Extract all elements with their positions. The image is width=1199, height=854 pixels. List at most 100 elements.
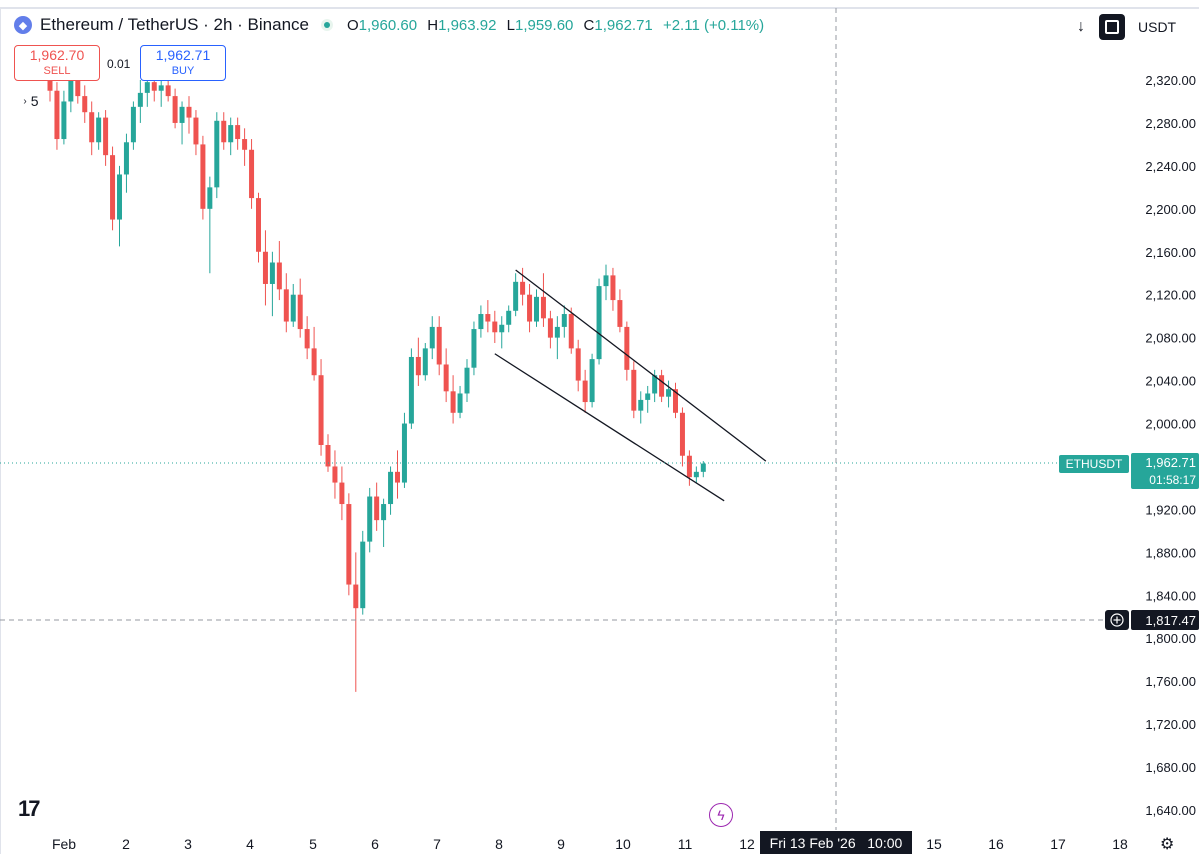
symbol-title[interactable]: Ethereum / TetherUS · 2h · Binance (40, 15, 309, 34)
x-tick-label: 8 (495, 836, 503, 852)
last-price-badge-bg (1131, 453, 1199, 489)
candle-body (582, 380, 588, 403)
candle (554, 316, 560, 360)
add-alert-button[interactable] (1105, 610, 1129, 630)
indicator-count: 5 (30, 93, 39, 109)
candle (527, 283, 533, 333)
y-tick-label: 1,920.00 (1145, 502, 1196, 517)
candle (624, 321, 630, 381)
sell-button[interactable]: 1,962.70 SELL (14, 45, 100, 81)
candle-body (568, 314, 574, 349)
candle (256, 192, 261, 263)
plus-circle-icon (1110, 613, 1124, 627)
candle (283, 273, 289, 333)
y-tick-label: 2,280.00 (1145, 116, 1196, 131)
candle (235, 117, 241, 150)
candle (589, 353, 595, 408)
candle-body (346, 504, 352, 585)
candle (499, 316, 505, 349)
candle (304, 316, 310, 360)
x-tick-label: 15 (926, 836, 942, 852)
candle-body (297, 294, 303, 330)
candle-body (478, 314, 484, 330)
candle-body (276, 262, 282, 290)
candle (130, 101, 136, 150)
last-price-badge: 1,962.71 (1145, 455, 1196, 470)
download-button[interactable]: ↓ (1070, 14, 1092, 40)
candle-body (686, 455, 692, 478)
candle (582, 369, 588, 413)
candle-body (304, 329, 310, 349)
gear-icon[interactable]: ⚙ (1160, 836, 1175, 853)
candle (374, 482, 380, 531)
candle-body (137, 92, 143, 107)
candle-body (117, 174, 122, 220)
spread-value: 0.01 (107, 57, 131, 71)
channel-line-lower[interactable] (494, 353, 725, 502)
y-tick-label: 1,760.00 (1145, 674, 1196, 689)
crosshair-price-badge-bg (1131, 610, 1199, 630)
currency-select[interactable]: USDT (1132, 14, 1199, 40)
candle-body (235, 125, 241, 140)
sell-price: 1,962.70 (29, 47, 85, 63)
candle (429, 316, 435, 360)
tradingview-logo-icon[interactable]: 17 (18, 796, 41, 821)
symbol-badge-bg (1059, 455, 1129, 473)
candle (568, 307, 574, 354)
candle-body (68, 74, 74, 102)
candle (200, 135, 206, 220)
candle (360, 530, 366, 615)
candle-body (401, 423, 407, 483)
candle (137, 80, 143, 123)
candle-body (638, 399, 644, 411)
candle (540, 273, 546, 327)
indicators-toggle[interactable]: › 5 (14, 90, 48, 112)
y-tick-label: 2,080.00 (1145, 331, 1196, 346)
y-tick-label: 2,120.00 (1145, 288, 1196, 303)
x-tick-label: 6 (371, 836, 379, 852)
chevron-down-icon: › (23, 95, 27, 107)
candle-body (547, 318, 553, 338)
candle-body (158, 85, 164, 91)
candle (603, 264, 609, 301)
candle-body (360, 541, 366, 609)
candle-body (540, 296, 546, 319)
channel-line-upper[interactable] (515, 269, 767, 462)
market-status-icon[interactable] (321, 19, 333, 31)
candle (561, 305, 567, 338)
candle-body (645, 393, 651, 400)
y-tick-label: 2,040.00 (1145, 374, 1196, 389)
buy-price: 1,962.71 (155, 47, 211, 63)
candle-body (554, 326, 560, 338)
lightning-icon[interactable]: ϟ (709, 803, 733, 827)
candle-body (561, 314, 567, 327)
x-tick-label: 10 (615, 836, 631, 852)
candle (693, 466, 699, 483)
candle (297, 278, 303, 338)
symbol-legend: ◆ Ethereum / TetherUS · 2h · Binance O1,… (14, 15, 770, 35)
candle-body (269, 262, 275, 284)
y-tick-label: 1,720.00 (1145, 717, 1196, 732)
candle-body (464, 367, 470, 394)
crosshair-time-badge: Fri 13 Feb '26 10:00 (770, 835, 903, 851)
candle (450, 375, 456, 424)
candle (346, 493, 352, 596)
candle-body (283, 289, 289, 322)
candle-body (110, 155, 116, 220)
y-tick-label: 2,200.00 (1145, 202, 1196, 217)
candle (659, 369, 665, 403)
candle (117, 165, 122, 247)
y-tick-label: 2,000.00 (1145, 417, 1196, 432)
buy-button[interactable]: 1,962.71 BUY (140, 45, 226, 81)
candle-body (422, 348, 428, 376)
candle-body (82, 96, 88, 113)
trend-channel (494, 269, 767, 502)
candle (652, 369, 658, 403)
candle (617, 289, 623, 333)
arrow-down-icon: ↓ (1077, 18, 1085, 35)
x-tick-label: 4 (246, 836, 254, 852)
candle (367, 487, 373, 553)
candle-body (471, 329, 477, 368)
fullscreen-button[interactable] (1099, 14, 1125, 40)
